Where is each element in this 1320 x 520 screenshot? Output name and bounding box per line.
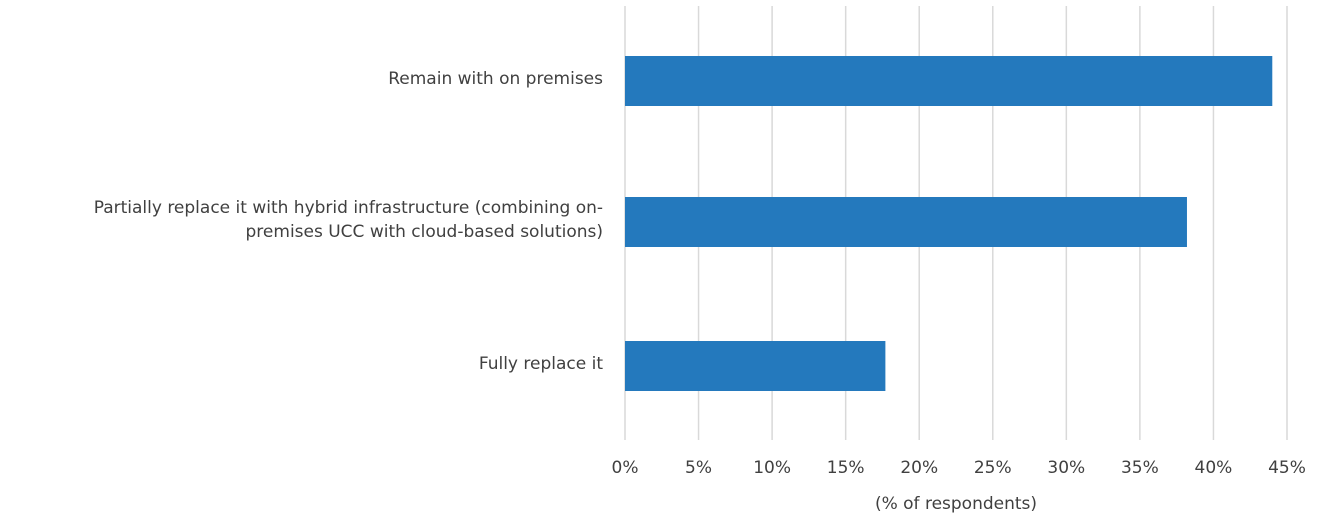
category-label-line: premises UCC with cloud-based solutions) bbox=[245, 222, 603, 242]
category-label: Remain with on premises bbox=[3, 67, 603, 91]
x-tick-label: 20% bbox=[900, 458, 939, 478]
bar bbox=[625, 56, 1273, 106]
x-tick-label: 30% bbox=[1047, 458, 1086, 478]
bars bbox=[625, 56, 1273, 391]
category-label-line: Fully replace it bbox=[478, 354, 603, 374]
x-tick-label: 35% bbox=[1120, 458, 1159, 478]
x-tick-label: 15% bbox=[826, 458, 865, 478]
x-tick-label: 25% bbox=[973, 458, 1012, 478]
x-tick-label: 40% bbox=[1194, 458, 1233, 478]
bar bbox=[625, 197, 1187, 247]
bar bbox=[625, 341, 886, 391]
x-tick-label: 45% bbox=[1268, 458, 1306, 478]
x-axis-title: (% of respondents) bbox=[874, 494, 1038, 514]
category-label: Partially replace it with hybrid infrast… bbox=[3, 196, 603, 244]
category-label-line: Remain with on premises bbox=[388, 69, 603, 89]
x-tick-label: 10% bbox=[753, 458, 792, 478]
x-tick-label: 5% bbox=[685, 458, 713, 478]
x-tick-label: 0% bbox=[611, 458, 639, 478]
category-label-line: Partially replace it with hybrid infrast… bbox=[93, 198, 603, 218]
category-label: Fully replace it bbox=[3, 352, 603, 376]
